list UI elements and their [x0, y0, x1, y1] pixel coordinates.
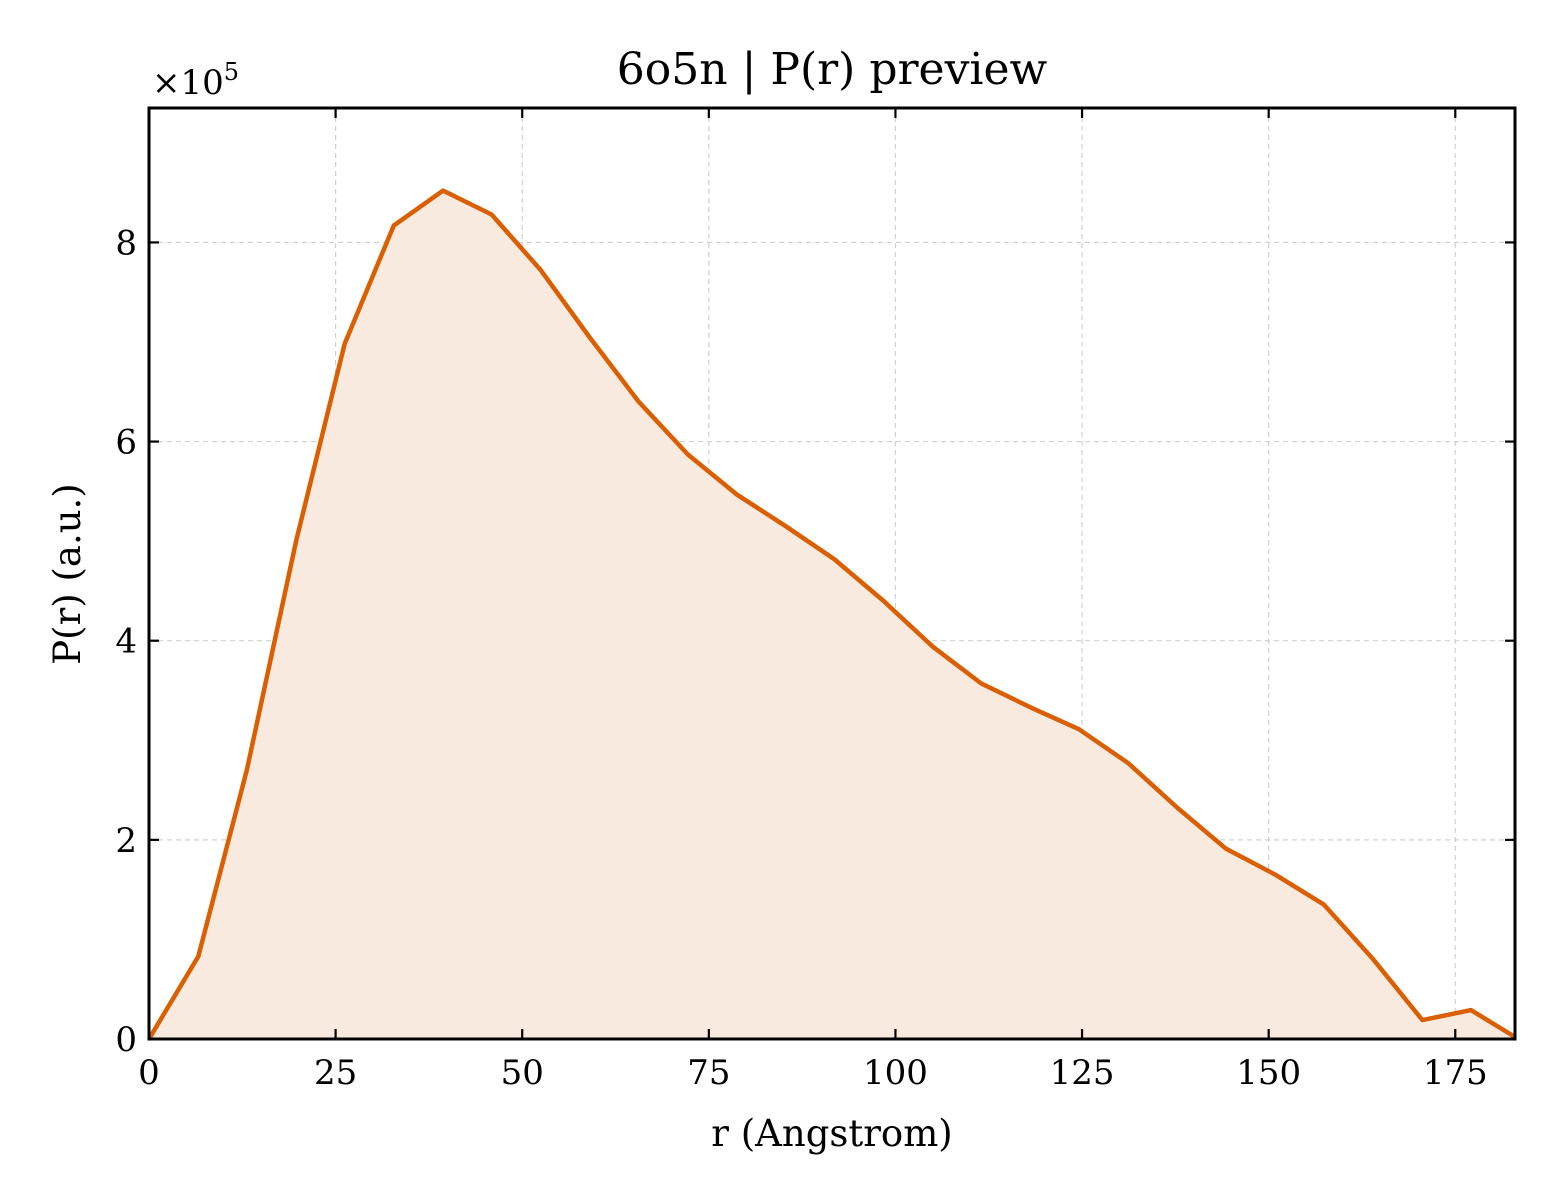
x-tick-label: 175	[1423, 1053, 1488, 1093]
y-multiplier-base: ×10	[152, 63, 224, 103]
pr-series-line	[147, 188, 1517, 1041]
y-tick-label: 8	[115, 223, 137, 263]
x-tick-label: 100	[863, 1053, 928, 1093]
x-tick-label: 0	[138, 1053, 160, 1093]
y-axis-label: P(r) (a.u.)	[46, 483, 89, 665]
x-tick-label: 75	[687, 1053, 730, 1093]
x-tick-label: 150	[1236, 1053, 1301, 1093]
y-multiplier: ×105	[152, 58, 239, 103]
pr-area-fill	[149, 190, 1515, 1040]
x-tick-label: 125	[1050, 1053, 1115, 1093]
y-multiplier-exponent: 5	[224, 58, 239, 86]
ticks: 0 25 50 75 100 125 150 175 0 2 4 6 8	[115, 108, 1515, 1093]
plot-frame	[147, 106, 1517, 1041]
chart-title: 6o5n | P(r) preview	[617, 44, 1048, 95]
y-tick-label: 6	[115, 423, 137, 463]
x-tick-label: 50	[501, 1053, 544, 1093]
x-tick-label: 25	[314, 1053, 357, 1093]
y-tick-label: 2	[115, 821, 137, 861]
x-axis-label: r (Angstrom)	[711, 1112, 952, 1155]
y-tick-label: 0	[115, 1020, 137, 1060]
y-tick-label: 4	[115, 622, 137, 662]
